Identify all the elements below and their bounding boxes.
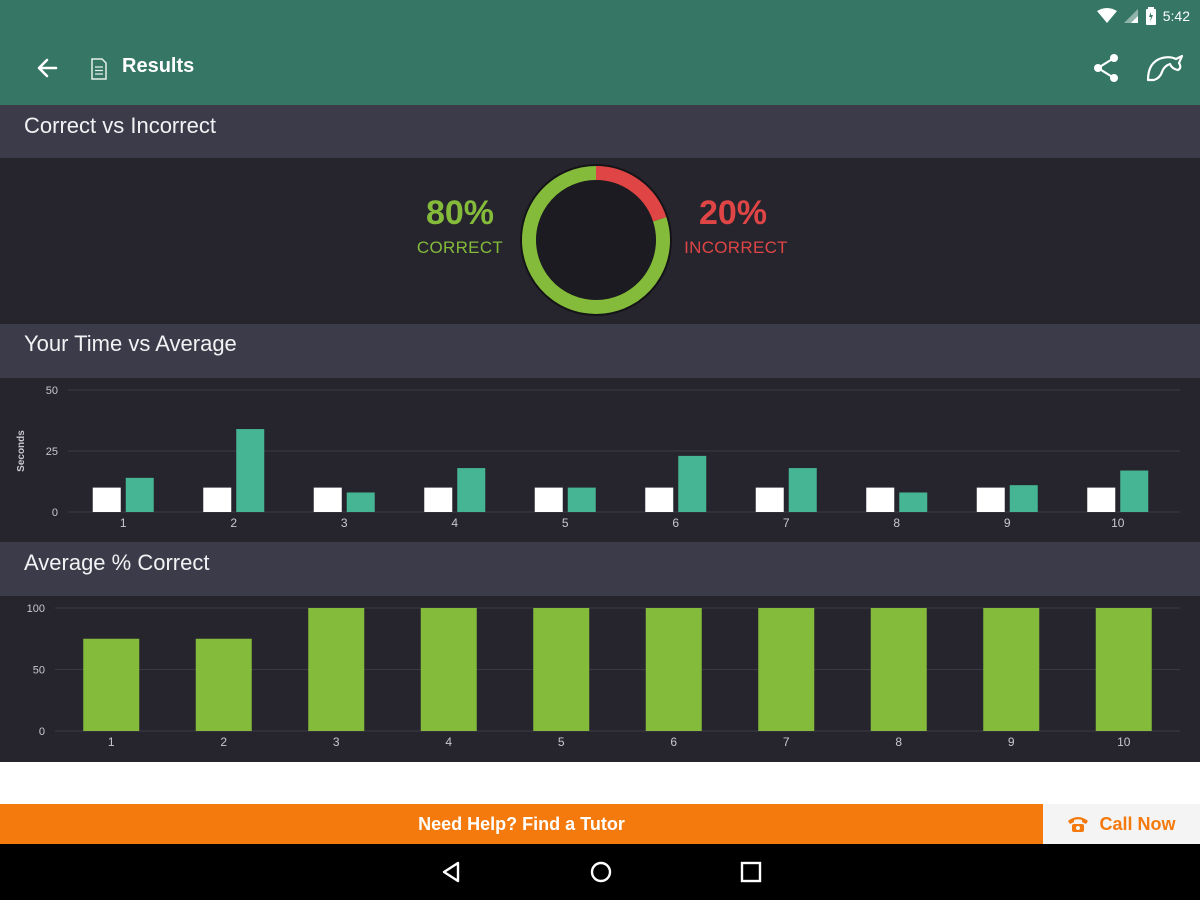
donut-slice-correct [522,166,670,314]
incorrect-label: INCORRECT [684,238,788,257]
bar-series2-cat4 [457,468,486,512]
x-tick-label: 3 [333,735,340,749]
correct-percent: 80% [425,194,495,232]
bar-series2-cat7 [788,468,817,512]
share-icon[interactable] [1090,52,1122,84]
y-tick-label: 0 [52,507,58,519]
bar-series1-cat5 [533,608,590,731]
x-tick-label: 4 [451,516,458,530]
app-bar: 5:42 Results [0,0,1200,105]
y-tick-label: 0 [39,726,45,738]
bar-series1-cat9 [983,608,1040,731]
bar-series1-cat1 [92,487,121,512]
bar-series2-cat8 [899,492,928,512]
section-header-average: Average % Correct [0,542,1200,596]
section-header-correct: Correct vs Incorrect [0,105,1200,158]
x-tick-label: 8 [895,735,902,749]
x-tick-label: 10 [1117,735,1131,749]
bar-series1-cat10 [1087,487,1116,512]
section-title-average: Average % Correct [24,550,210,575]
x-tick-label: 4 [445,735,452,749]
time-chart-panel: 0 25 50 Seconds 1 2 3 4 5 6 7 8 9 10 [0,378,1200,542]
bar-series2-cat3 [346,492,375,512]
find-tutor-button[interactable]: Need Help? Find a Tutor [0,804,1043,844]
call-now-label: Call Now [1099,813,1176,834]
bar-series1-cat3 [313,487,342,512]
bar-series1-cat7 [755,487,784,512]
bar-series1-cat10 [1095,608,1152,731]
call-now-button[interactable]: Call Now [1043,804,1200,844]
y-tick-label: 25 [46,446,58,458]
nav-back-triangle-icon[interactable] [440,860,462,884]
y-tick-label: 50 [46,385,58,397]
donut-slice-incorrect [595,166,667,222]
bar-series2-cat5 [567,487,596,512]
x-tick-label: 1 [108,735,115,749]
section-header-time: Your Time vs Average [0,324,1200,378]
nav-recents-square-icon[interactable] [740,860,762,884]
wifi-icon [1096,8,1117,23]
x-tick-label: 6 [672,516,679,530]
bar-series1-cat6 [645,608,702,731]
section-title-correct: Correct vs Incorrect [24,113,216,138]
x-tick-label: 8 [893,516,900,530]
cellular-icon [1123,9,1138,23]
x-tick-label: 5 [558,735,565,749]
donut-hole [536,180,656,300]
x-tick-label: 10 [1111,516,1125,530]
x-tick-label: 6 [670,735,677,749]
empty-area [0,762,1200,804]
bar-series1-cat2 [195,638,252,731]
bar-series1-cat6 [645,487,674,512]
battery-icon [1145,7,1156,25]
time-bar-chart: 0 25 50 Seconds 1 2 3 4 5 6 7 8 9 10 [16,385,1180,530]
donut-panel: 80% CORRECT 20% INCORRECT [0,158,1200,324]
x-tick-label: 2 [230,516,237,530]
bar-series2-cat9 [1009,485,1038,512]
average-bar-chart: 0 50 100 1 2 3 4 5 6 7 8 9 10 [27,603,1180,749]
donut-chart [520,164,672,316]
average-chart-panel: 0 50 100 1 2 3 4 5 6 7 8 9 10 [0,596,1200,762]
bar-series1-cat9 [976,487,1005,512]
x-tick-label: 2 [220,735,227,749]
find-tutor-label: Need Help? Find a Tutor [418,813,625,834]
bar-series2-cat2 [236,429,265,512]
bar-series1-cat8 [866,487,895,512]
x-tick-label: 7 [783,735,790,749]
page-title: Results [122,55,195,77]
arrow-back-icon[interactable] [30,52,64,84]
bar-series1-cat8 [870,608,927,731]
app-logo-icon[interactable] [1144,50,1184,86]
x-tick-label: 1 [120,516,127,530]
x-tick-label: 9 [1004,516,1011,530]
incorrect-percent: 20% [698,194,768,232]
bar-series1-cat2 [203,487,232,512]
status-bar: 5:42 [1096,5,1190,27]
bar-series1-cat3 [308,608,365,731]
bar-series1-cat4 [420,608,477,731]
bar-series2-cat10 [1120,470,1149,512]
document-icon [91,58,107,80]
y-axis-label: Seconds [16,430,27,472]
section-title-time: Your Time vs Average [24,331,237,356]
bar-series2-cat6 [678,455,707,512]
status-time: 5:42 [1162,8,1190,24]
system-nav-bar [0,844,1200,900]
bar-series1-cat4 [424,487,453,512]
y-tick-label: 100 [27,603,45,615]
phone-icon [1068,817,1089,832]
bar-series1-cat7 [758,608,815,731]
correct-label: CORRECT [416,238,504,257]
x-tick-label: 9 [1008,735,1015,749]
bar-series1-cat1 [83,638,140,731]
y-tick-label: 50 [33,665,45,677]
x-tick-label: 5 [562,516,569,530]
x-tick-label: 7 [783,516,790,530]
bar-series2-cat1 [125,477,154,512]
nav-home-circle-icon[interactable] [589,860,613,884]
x-tick-label: 3 [341,516,348,530]
bar-series1-cat5 [534,487,563,512]
